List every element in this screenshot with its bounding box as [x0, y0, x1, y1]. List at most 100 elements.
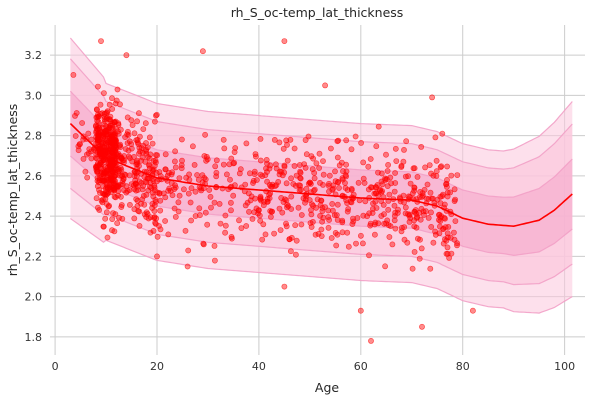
data-point	[101, 90, 107, 96]
data-point	[103, 168, 110, 175]
data-point	[284, 157, 291, 164]
data-point	[138, 145, 145, 151]
data-point	[384, 168, 391, 174]
data-point	[95, 83, 101, 90]
data-point	[437, 200, 444, 206]
data-point	[444, 250, 451, 257]
data-point	[131, 130, 138, 137]
data-point	[284, 141, 290, 148]
data-point	[150, 227, 157, 234]
data-point	[139, 154, 146, 161]
data-point	[115, 168, 122, 175]
data-point	[191, 161, 198, 168]
data-point	[288, 193, 295, 200]
data-point	[242, 181, 249, 188]
data-point	[339, 217, 346, 224]
data-point	[452, 218, 459, 224]
data-point	[165, 169, 172, 176]
data-point	[149, 140, 156, 147]
data-point	[394, 209, 401, 216]
data-point	[450, 229, 457, 236]
data-point	[220, 136, 227, 143]
data-point	[444, 244, 451, 251]
data-point	[401, 224, 408, 230]
mean-line	[69, 123, 573, 228]
data-point	[108, 173, 115, 179]
data-point	[250, 180, 256, 186]
data-point	[136, 144, 143, 151]
data-point	[188, 185, 195, 192]
data-point	[118, 166, 125, 173]
data-point	[280, 145, 287, 152]
data-point	[100, 121, 107, 127]
data-point	[393, 158, 400, 164]
y-tick-label: 2.6	[25, 170, 43, 183]
data-point	[326, 188, 332, 195]
data-point	[199, 48, 206, 55]
data-point	[245, 190, 252, 197]
data-point	[373, 205, 380, 211]
x-axis-label: Age	[315, 380, 339, 395]
data-point	[391, 217, 398, 224]
data-point	[152, 112, 159, 119]
data-point	[348, 146, 355, 153]
data-point	[94, 107, 100, 113]
data-point	[432, 134, 439, 141]
data-point	[382, 263, 388, 270]
data-point	[243, 140, 250, 147]
data-point	[192, 213, 199, 219]
y-tick-label: 2.4	[25, 210, 43, 223]
data-point	[319, 204, 326, 211]
data-point	[172, 164, 179, 171]
data-point	[196, 205, 203, 212]
data-point	[221, 145, 228, 152]
data-point	[171, 158, 178, 165]
data-point	[129, 122, 136, 128]
data-point	[153, 111, 160, 118]
data-point	[428, 170, 434, 177]
data-point	[345, 206, 352, 212]
data-point	[281, 162, 288, 169]
data-point	[237, 166, 244, 173]
y-axis-label: rh_S_oc-temp_lat_thickness	[5, 104, 20, 277]
data-point	[259, 173, 266, 179]
data-point	[419, 190, 426, 197]
data-point	[93, 114, 100, 121]
data-point	[417, 216, 424, 223]
data-point	[307, 220, 314, 226]
data-point	[437, 214, 444, 221]
data-point	[278, 194, 285, 201]
data-point	[264, 195, 271, 202]
data-point	[273, 165, 280, 172]
data-point	[329, 200, 336, 207]
data-point	[273, 182, 280, 188]
data-point	[112, 142, 119, 149]
data-point	[202, 131, 208, 138]
y-tick-label: 2.0	[25, 291, 43, 304]
data-point	[276, 205, 283, 212]
data-point	[257, 196, 264, 203]
data-point	[336, 185, 342, 191]
data-point	[298, 221, 305, 228]
data-point	[94, 163, 101, 170]
data-point	[439, 130, 446, 137]
data-point	[317, 179, 323, 186]
data-point	[178, 165, 185, 172]
data-point	[213, 169, 220, 176]
data-point	[153, 169, 160, 176]
data-point	[223, 171, 230, 178]
tick-labels: 0 20 40 60 80 100 1.8 2.0 2.2 2.4 2.6 2.8 3.0 3.2	[25, 49, 576, 373]
data-point	[139, 149, 146, 156]
data-point	[151, 182, 158, 189]
data-point	[424, 181, 431, 188]
data-point	[427, 265, 434, 272]
data-point	[262, 231, 269, 238]
data-point	[249, 215, 256, 222]
data-point	[318, 233, 325, 239]
data-point	[116, 172, 123, 179]
data-point	[332, 178, 339, 184]
data-point	[180, 186, 187, 193]
data-point	[222, 229, 228, 236]
data-point	[339, 219, 346, 226]
data-point	[454, 172, 461, 178]
